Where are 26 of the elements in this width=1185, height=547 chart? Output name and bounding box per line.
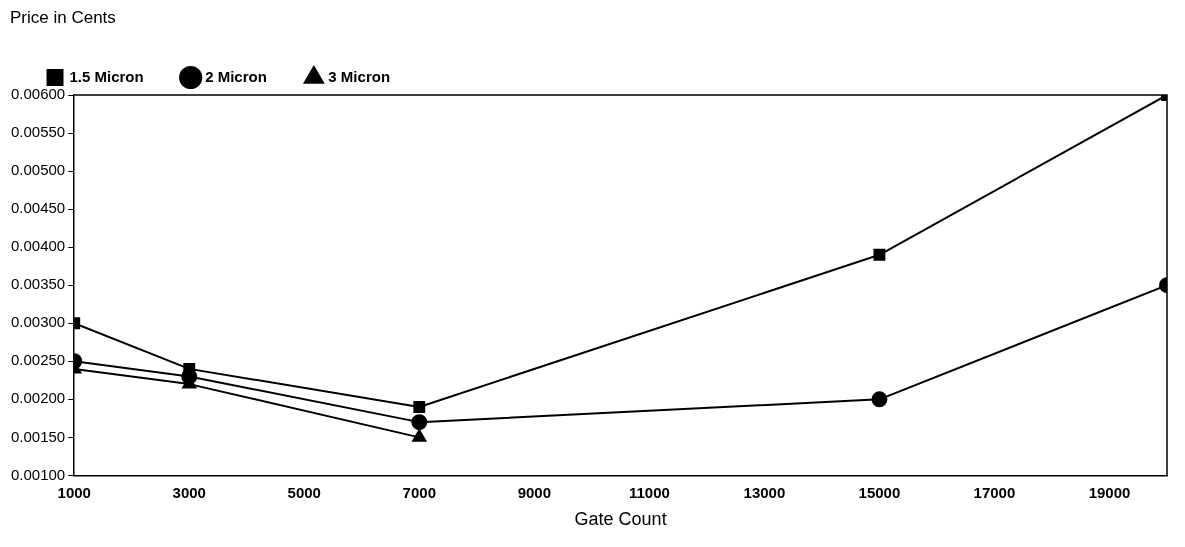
y-tick-label: 0.00500 <box>10 161 66 179</box>
x-axis-title: Gate Count <box>574 509 667 530</box>
y-tick-label: 0.00350 <box>10 275 66 293</box>
x-tick-label: 13000 <box>743 483 786 501</box>
y-axis-title: Price in Cents <box>10 8 117 29</box>
x-tick-label: 9000 <box>517 483 552 501</box>
y-tick-label: 0.00200 <box>10 389 66 407</box>
x-tick-label: 3000 <box>172 483 206 501</box>
y-tick-label: 0.00150 <box>10 427 66 445</box>
x-tick-label: 15000 <box>858 483 901 501</box>
y-tick-label: 0.00550 <box>10 123 66 141</box>
y-tick-label: 0.00450 <box>10 199 66 217</box>
x-tick-label: 11000 <box>628 483 670 501</box>
y-tick-label: 0.00100 <box>10 465 66 483</box>
y-tick-label: 0.00300 <box>10 313 66 331</box>
x-tick-label: 5000 <box>287 483 321 501</box>
x-tick-label: 7000 <box>402 483 436 501</box>
x-tick-label: 19000 <box>1088 483 1131 501</box>
legend-label: 1.5 Micron <box>69 67 144 85</box>
y-tick-label: 0.00400 <box>10 237 66 255</box>
legend-label: 2 Micron <box>205 67 267 85</box>
y-tick-label: 0.00250 <box>10 351 66 369</box>
y-tick-label: 0.00600 <box>10 85 66 103</box>
x-tick-label: 17000 <box>973 483 1016 501</box>
x-tick-label: 1000 <box>57 483 91 501</box>
legend-label: 3 Micron <box>328 67 391 85</box>
